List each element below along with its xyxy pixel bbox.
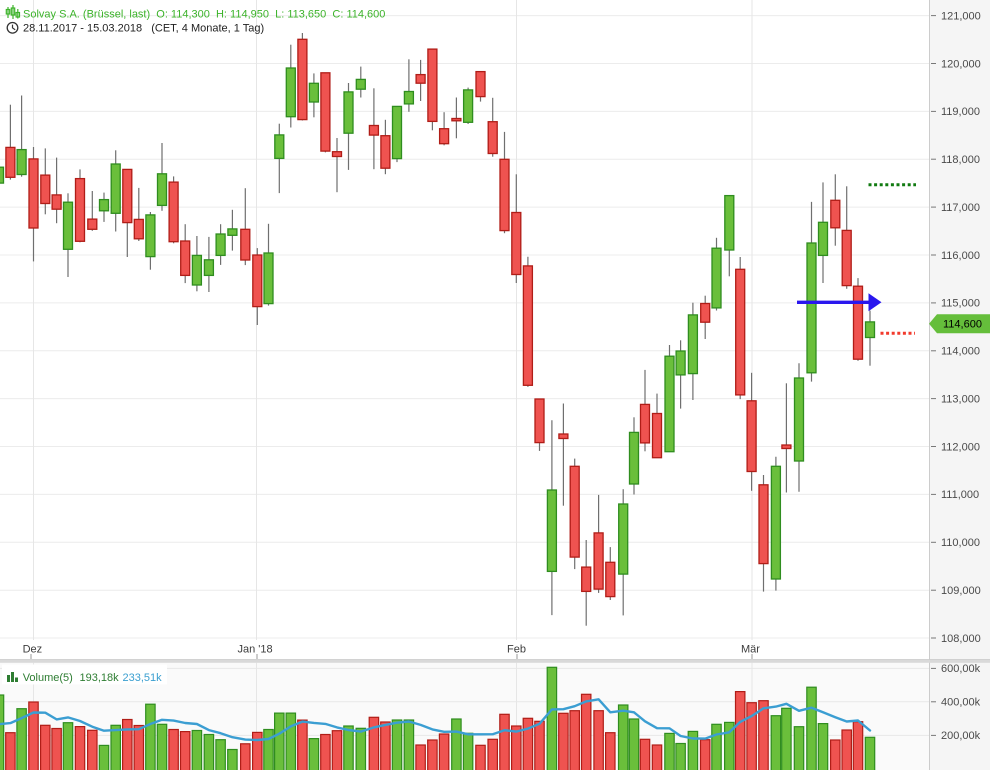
svg-text:114,000: 114,000 [941, 346, 980, 358]
svg-text:28.11.2017 - 15.03.2018 (CET: 28.11.2017 - 15.03.2018 (CET, 4 Monate, … [23, 23, 264, 35]
svg-text:193,18k: 193,18k [80, 672, 120, 684]
svg-text:200,00k: 200,00k [941, 730, 981, 742]
svg-text:Jan '18: Jan '18 [238, 644, 273, 656]
svg-text:600,00k: 600,00k [941, 663, 981, 675]
svg-text:Mär: Mär [741, 644, 760, 656]
svg-text:116,000: 116,000 [941, 250, 980, 262]
svg-text:113,000: 113,000 [941, 393, 980, 405]
svg-text:Volume(5): Volume(5) [23, 672, 73, 684]
svg-text:114,600: 114,600 [943, 319, 982, 331]
svg-text:111,000: 111,000 [941, 489, 979, 501]
svg-text:Dez: Dez [23, 644, 43, 656]
svg-text:117,000: 117,000 [941, 202, 980, 214]
svg-text:119,000: 119,000 [941, 106, 980, 118]
svg-text:108,000: 108,000 [941, 633, 981, 645]
svg-text:120,000: 120,000 [941, 58, 981, 70]
svg-text:121,000: 121,000 [941, 10, 981, 22]
svg-text:233,51k: 233,51k [123, 672, 163, 684]
svg-text:Solvay S.A. (Brüssel, last) O: Solvay S.A. (Brüssel, last) O: 114,300 H… [23, 9, 385, 21]
svg-text:Feb: Feb [507, 644, 526, 656]
svg-text:110,000: 110,000 [941, 537, 980, 549]
svg-text:400,00k: 400,00k [941, 697, 981, 709]
svg-text:112,000: 112,000 [941, 441, 980, 453]
svg-text:118,000: 118,000 [941, 154, 980, 166]
svg-text:109,000: 109,000 [941, 585, 981, 597]
svg-text:115,000: 115,000 [941, 298, 980, 310]
